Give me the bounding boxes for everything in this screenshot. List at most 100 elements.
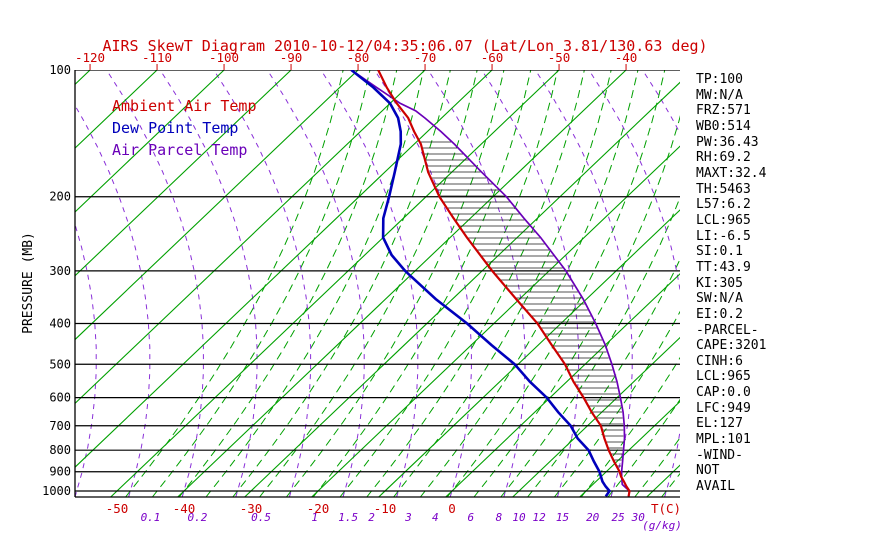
top-temp-tick-label: -40 <box>615 50 638 65</box>
mixing-ratio-label: 20 <box>586 511 600 524</box>
stat-line: AVAIL <box>696 479 736 495</box>
plot-area <box>0 70 680 497</box>
moist-adiabat-line <box>259 70 478 497</box>
isotherm-line <box>75 70 493 468</box>
mixing-ratio-label: 1.5 <box>338 511 358 524</box>
mixing-ratio-label: 0.1 <box>141 511 161 524</box>
stat-line: -WIND- <box>696 447 743 463</box>
pressure-tick-label: 100 <box>49 63 71 77</box>
isotherm-line <box>75 70 426 405</box>
moist-adiabat-line <box>446 70 666 497</box>
stat-line: LCL:965 <box>696 369 751 385</box>
moist-adiabat-line <box>312 70 532 497</box>
pressure-tick-label: 1000 <box>42 484 71 498</box>
stat-line: LFC:949 <box>696 400 751 416</box>
pressure-tick-label: 200 <box>49 190 71 204</box>
top-temp-tick-label: -90 <box>280 50 303 65</box>
top-temp-tick-label: -50 <box>548 50 571 65</box>
pressure-tick-label: 800 <box>49 443 71 457</box>
legend-air-parcel-temp: Air Parcel Temp <box>112 141 248 159</box>
moist-adiabat-line <box>286 70 505 497</box>
stat-line: CAP:0.0 <box>696 385 751 401</box>
stat-line: EL:127 <box>696 416 743 432</box>
moist-adiabat-line <box>473 115 680 497</box>
pressure-tick-label: 900 <box>49 465 71 479</box>
top-temp-tick-label: -120 <box>75 50 105 65</box>
chart-title: AIRS SkewT Diagram 2010-10-12/04:35:06.0… <box>102 37 708 55</box>
pressure-tick-label: 700 <box>49 419 71 433</box>
mixing-ratio-label: 1 <box>311 511 318 524</box>
moist-adiabat-line <box>420 70 639 497</box>
bottom-temp-tick-label: -10 <box>374 501 397 516</box>
mixing-ratio-label: 30 <box>631 511 646 524</box>
stat-line: MPL:101 <box>696 432 751 448</box>
bottom-temp-tick-label: 0 <box>448 501 456 516</box>
chart-legend: Ambient Air Temp Dew Point Temp Air Parc… <box>112 95 257 161</box>
top-temp-tick-label: -60 <box>481 50 504 65</box>
mixing-ratio-label: 12 <box>532 511 546 524</box>
moist-adiabat-line <box>178 70 398 497</box>
legend-ambient-air-temp: Ambient Air Temp <box>112 97 257 115</box>
stat-line: WB0:514 <box>696 118 751 134</box>
isotherm-line <box>311 145 680 497</box>
stat-line: SW:N/A <box>696 291 743 307</box>
dew-point-curve <box>350 70 612 497</box>
moist-adiabat-line <box>339 70 558 497</box>
stat-line: KI:305 <box>696 275 743 291</box>
stat-line: MW:N/A <box>696 87 743 103</box>
top-temp-tick-label: -80 <box>347 50 370 65</box>
mixing-ratio-label: 3 <box>404 511 412 524</box>
isotherm-line <box>75 70 91 86</box>
moist-adiabat-line <box>393 70 612 497</box>
pressure-tick-label: 400 <box>49 316 71 330</box>
stat-line: LCL:965 <box>696 212 751 228</box>
mixing-ratio-label: 8 <box>496 511 503 524</box>
stat-line: RH:69.2 <box>696 150 751 166</box>
isotherm-line <box>75 70 292 277</box>
mixing-ratio-label: 0.2 <box>187 511 207 524</box>
mixing-ratio-label: 6 <box>467 511 474 524</box>
bottom-temp-tick-label: -30 <box>240 501 263 516</box>
stat-line: L57:6.2 <box>696 197 751 213</box>
air-parcel-temp-curve <box>350 70 631 497</box>
stat-line: TH:5463 <box>696 181 751 197</box>
stat-line: PW:36.43 <box>696 134 759 150</box>
stat-line: TP:100 <box>696 72 743 87</box>
dry-adiabat-line <box>75 222 97 497</box>
ambient-temp-curve <box>377 70 631 497</box>
bottom-temp-tick-label: -20 <box>307 501 330 516</box>
moist-adiabat-line <box>152 70 371 497</box>
stat-line: EI:0.2 <box>696 306 743 322</box>
moist-adiabat-line <box>554 310 680 497</box>
legend-dew-point-temp: Dew Point Temp <box>112 119 239 137</box>
axes: -120 -110 -100 -90 -80 -70 -60 -50 -40-50 -40 -30-… <box>21 50 682 532</box>
stat-line: CAPE:3201 <box>696 338 767 354</box>
stat-line: LI:-6.5 <box>696 228 751 244</box>
top-temp-tick-label: -110 <box>142 50 172 65</box>
isotherm-line <box>512 336 680 497</box>
mixing-ratio-label: 0.5 <box>251 511 271 524</box>
isotherm-line <box>445 273 680 497</box>
top-temp-tick-label: -100 <box>209 50 239 65</box>
temp-axis-unit-label: T(C) <box>651 501 681 516</box>
mixing-ratio-label: 2 <box>368 511 375 524</box>
stat-line: SI:0.1 <box>696 244 743 260</box>
stat-line: TT:43.9 <box>696 259 751 275</box>
moist-adiabat-line <box>527 258 680 497</box>
pressure-tick-label: 600 <box>49 391 71 405</box>
stat-line: CINH:6 <box>696 353 743 369</box>
pressure-tick-label: 300 <box>49 264 71 278</box>
bottom-temp-tick-label: -40 <box>173 501 196 516</box>
stat-line: MAXT:32.4 <box>696 165 767 181</box>
stat-line: FRZ:571 <box>696 103 751 119</box>
moist-adiabat-line <box>500 196 680 497</box>
isotherm-line <box>0 70 23 497</box>
stat-line: -PARCEL- <box>696 322 759 338</box>
moist-adiabat-line <box>580 356 680 497</box>
pressure-tick-label: 500 <box>49 357 71 371</box>
moist-adiabat-line <box>607 398 680 497</box>
isotherm-line <box>75 70 158 149</box>
isotherm-line <box>75 70 359 341</box>
